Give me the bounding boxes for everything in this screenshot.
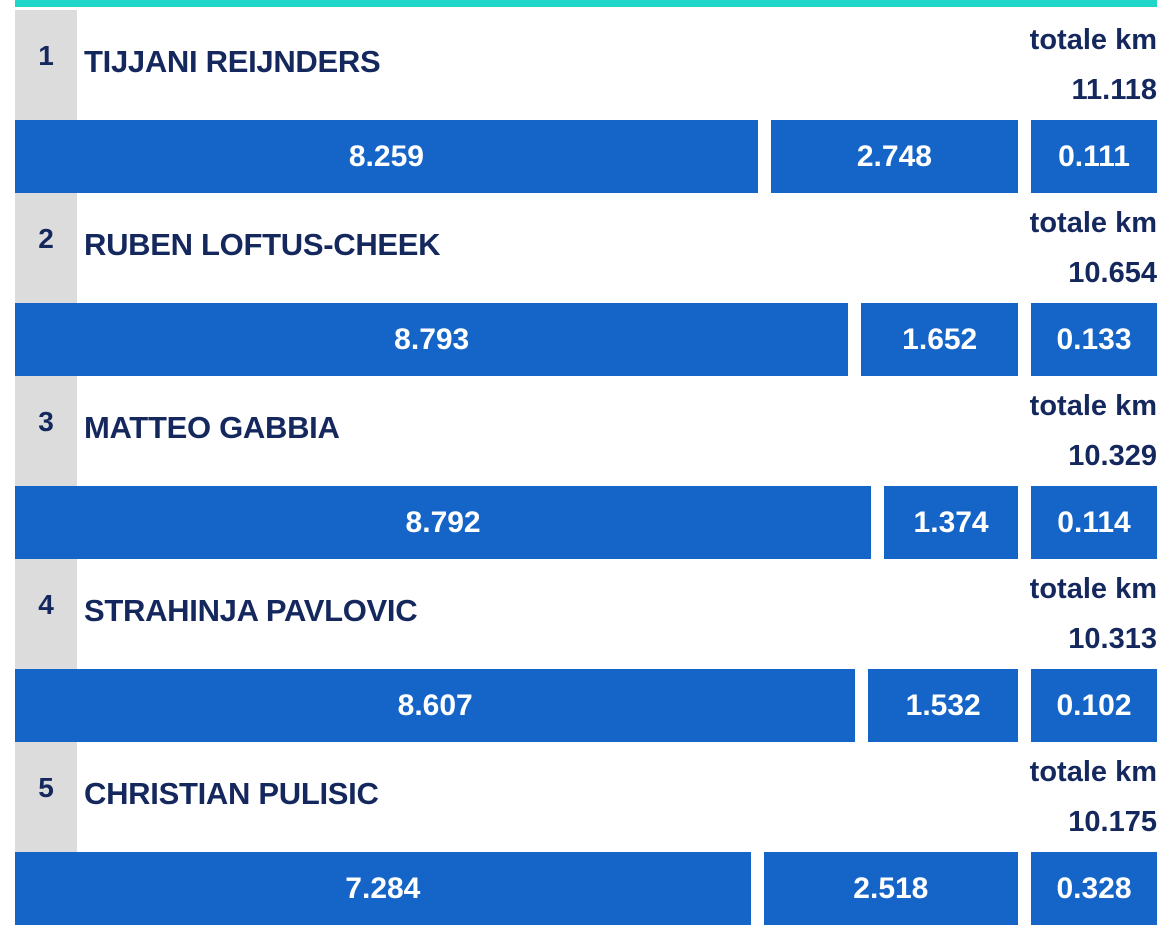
- player-name: MATTEO GABBIA: [84, 410, 340, 445]
- player-row: 3 MATTEO GABBIA totale km 10.329 8.792 1.374 0…: [15, 376, 1157, 559]
- rank-column: [15, 376, 77, 486]
- player-row: 1 TIJJANI REIJNDERS totale km 11.118 8.259 2.…: [15, 10, 1157, 193]
- rank-column: [15, 742, 77, 852]
- distance-segment: 7.284: [15, 852, 751, 925]
- player-name: TIJJANI REIJNDERS: [84, 44, 381, 79]
- player-header: 5 CHRISTIAN PULISIC totale km 10.175: [15, 742, 1157, 852]
- distance-segment: 1.652: [861, 303, 1018, 376]
- distance-bars: 8.793 1.652 0.133: [15, 303, 1157, 376]
- rank-number: 3: [38, 406, 54, 437]
- top-accent-bar: [15, 0, 1157, 7]
- distance-segment: 1.532: [868, 669, 1018, 742]
- distance-segment: 8.259: [15, 120, 758, 193]
- total-km: 10.329: [1068, 440, 1157, 472]
- distance-bars: 8.792 1.374 0.114: [15, 486, 1157, 559]
- distance-segment: 0.328: [1031, 852, 1157, 925]
- distance-bars: 8.259 2.748 0.111: [15, 120, 1157, 193]
- total-label: totale km: [1029, 24, 1157, 56]
- total-km: 10.654: [1068, 257, 1157, 289]
- distance-segment: 0.111: [1031, 120, 1157, 193]
- distance-bars: 8.607 1.532 0.102: [15, 669, 1157, 742]
- distance-segment: 0.133: [1031, 303, 1157, 376]
- rank-number: 4: [38, 589, 54, 620]
- total-label: totale km: [1029, 207, 1157, 239]
- distance-segment: 8.792: [15, 486, 872, 559]
- rank-number: 1: [38, 40, 54, 71]
- rank-column: [15, 559, 77, 669]
- player-header: 3 MATTEO GABBIA totale km 10.329: [15, 376, 1157, 486]
- player-row: 5 CHRISTIAN PULISIC totale km 10.175 7.284 2.…: [15, 742, 1157, 925]
- player-header: 4 STRAHINJA PAVLOVIC totale km 10.313: [15, 559, 1157, 669]
- total-label: totale km: [1029, 390, 1157, 422]
- total-km: 11.118: [1071, 74, 1158, 106]
- player-name: CHRISTIAN PULISIC: [84, 776, 379, 811]
- distance-segment: 0.102: [1031, 669, 1157, 742]
- ranking-list: 1 TIJJANI REIJNDERS totale km 11.118 8.259 2.…: [15, 10, 1157, 925]
- player-name: RUBEN LOFTUS-CHEEK: [84, 227, 441, 262]
- player-row: 4 STRAHINJA PAVLOVIC totale km 10.313 8.607 1…: [15, 559, 1157, 742]
- distance-bars: 7.284 2.518 0.328: [15, 852, 1157, 925]
- player-row: 2 RUBEN LOFTUS-CHEEK totale km 10.654 8.793 1…: [15, 193, 1157, 376]
- player-name: STRAHINJA PAVLOVIC: [84, 593, 418, 628]
- total-label: totale km: [1029, 756, 1157, 788]
- distance-segment: 0.114: [1031, 486, 1157, 559]
- distance-segment: 8.607: [15, 669, 856, 742]
- distance-segment: 2.748: [770, 120, 1018, 193]
- distance-segment: 1.374: [884, 486, 1018, 559]
- total-label: totale km: [1029, 573, 1157, 605]
- rank-number: 5: [38, 772, 54, 803]
- distance-segment: 8.793: [15, 303, 849, 376]
- rank-column: [15, 193, 77, 303]
- player-header: 2 RUBEN LOFTUS-CHEEK totale km 10.654: [15, 193, 1157, 303]
- total-km: 10.313: [1068, 623, 1157, 655]
- player-header: 1 TIJJANI REIJNDERS totale km 11.118: [15, 10, 1157, 120]
- distance-segment: 2.518: [763, 852, 1018, 925]
- rank-column: [15, 10, 77, 120]
- rank-number: 2: [38, 223, 54, 254]
- total-km: 10.175: [1068, 806, 1157, 838]
